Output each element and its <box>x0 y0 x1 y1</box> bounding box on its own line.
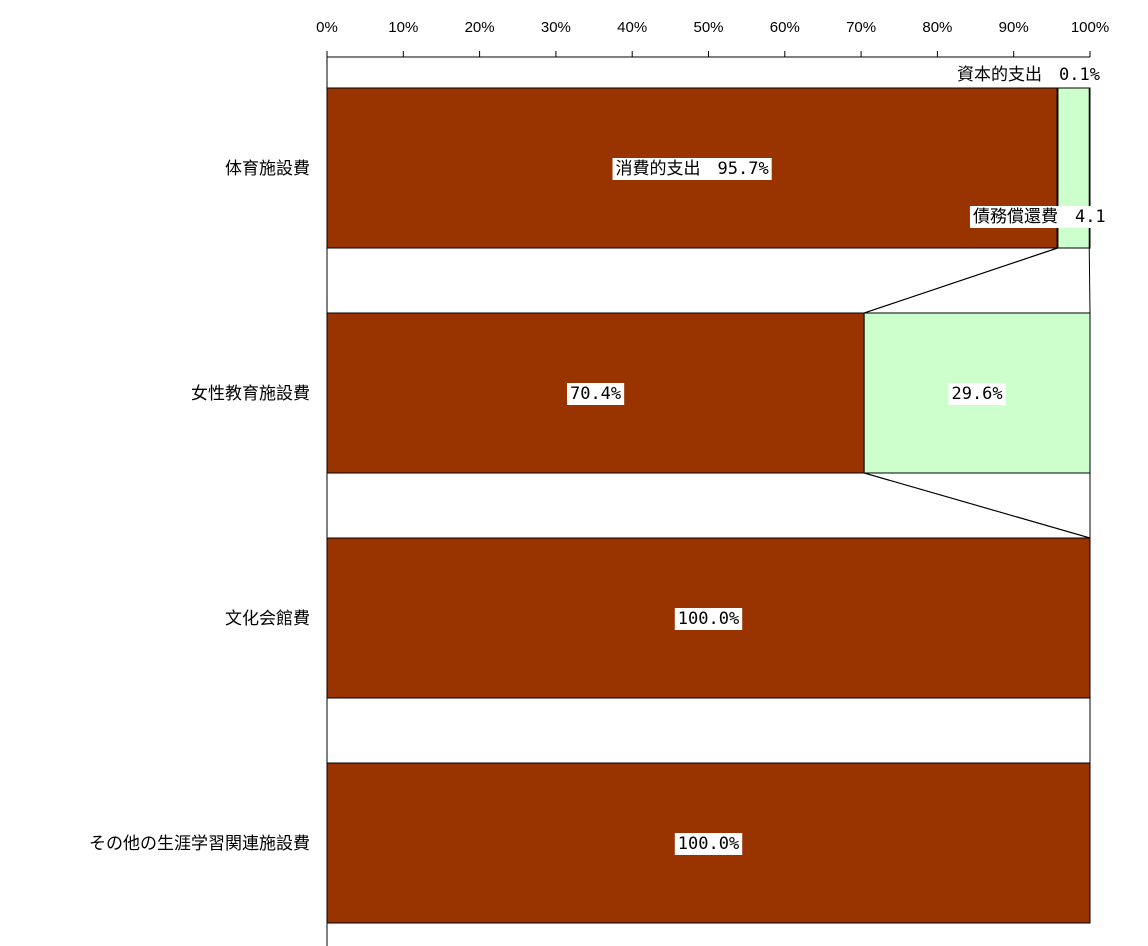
data-label: 70.4% <box>566 383 625 405</box>
category-label: その他の生涯学習関連施設費 <box>89 834 310 854</box>
data-label-text: 資本的支出 0.1% <box>957 65 1100 85</box>
x-tick-label: 80% <box>922 19 952 36</box>
x-tick-label: 50% <box>693 19 723 36</box>
data-labels: 消費的支出 95.7% 資本的支出 0.1% 債務償還費 4.1 70.4% 29.6%… <box>566 64 1109 855</box>
data-label: 債務償還費 4.1 <box>969 206 1109 228</box>
data-label: 29.6% <box>948 383 1006 405</box>
category-label: 文化会館費 <box>225 609 310 629</box>
data-label-text: 29.6% <box>951 384 1002 404</box>
series-line <box>863 247 1059 314</box>
data-label-bg <box>954 64 1103 86</box>
data-label: 消費的支出 95.7% <box>612 158 772 180</box>
x-tick-label: 40% <box>617 19 647 36</box>
data-label-text: 消費的支出 95.7% <box>616 159 769 179</box>
data-label: 100.0% <box>674 833 743 855</box>
data-label-text: 債務償還費 4.1 <box>973 207 1106 227</box>
data-label-text: 70.4% <box>570 384 621 404</box>
x-tick-label: 30% <box>541 19 571 36</box>
series-line <box>1088 247 1091 314</box>
x-axis: 0% 10% 20% 30% 40% 50% 60% 70% 80% 90% 100% <box>316 19 1109 58</box>
x-tick-label: 0% <box>316 19 338 36</box>
data-label: 100.0% <box>674 608 743 630</box>
data-label-bg <box>566 383 625 405</box>
bars <box>326 87 1091 924</box>
category-label: 女性教育施設費 <box>191 384 310 404</box>
category-label: 体育施設費 <box>225 159 310 179</box>
x-tick-label: 10% <box>388 19 418 36</box>
data-label-text: 100.0% <box>678 834 739 854</box>
data-label-bg <box>674 608 743 630</box>
series-connector-lines <box>863 247 1091 763</box>
data-label: 資本的支出 0.1% <box>954 64 1103 86</box>
x-tick-label: 70% <box>846 19 876 36</box>
data-label-bg <box>948 383 1006 405</box>
data-label-bg <box>674 833 743 855</box>
series-line <box>864 472 1091 539</box>
data-label-text: 100.0% <box>678 609 739 629</box>
data-label-bg <box>969 206 1109 228</box>
x-tick-label: 20% <box>465 19 495 36</box>
data-label-bg <box>612 158 772 180</box>
x-tick-label: 90% <box>999 19 1029 36</box>
x-tick-label: 60% <box>770 19 800 36</box>
x-tick-label: 100% <box>1071 19 1109 36</box>
